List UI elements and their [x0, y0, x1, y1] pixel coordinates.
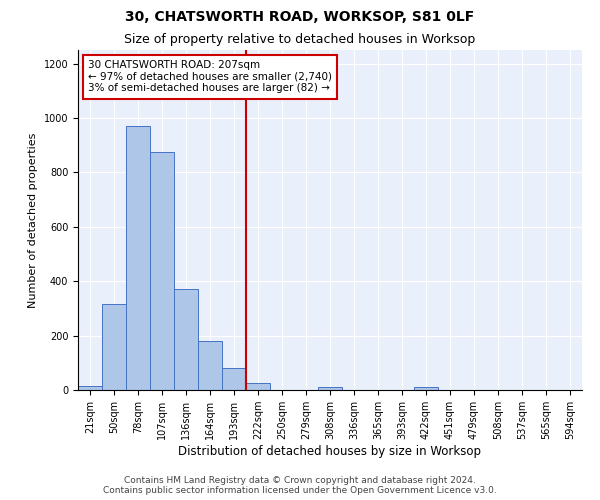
X-axis label: Distribution of detached houses by size in Worksop: Distribution of detached houses by size …: [179, 445, 482, 458]
Text: 30 CHATSWORTH ROAD: 207sqm
← 97% of detached houses are smaller (2,740)
3% of se: 30 CHATSWORTH ROAD: 207sqm ← 97% of deta…: [88, 60, 332, 94]
Bar: [318, 386, 342, 390]
Bar: [150, 152, 174, 390]
Bar: [222, 368, 246, 390]
Bar: [246, 383, 270, 390]
Bar: [126, 126, 150, 390]
Text: 30, CHATSWORTH ROAD, WORKSOP, S81 0LF: 30, CHATSWORTH ROAD, WORKSOP, S81 0LF: [125, 10, 475, 24]
Bar: [174, 290, 198, 390]
Text: Size of property relative to detached houses in Worksop: Size of property relative to detached ho…: [124, 32, 476, 46]
Bar: [198, 341, 222, 390]
Bar: [102, 304, 126, 390]
Bar: [78, 386, 102, 390]
Bar: [414, 386, 438, 390]
Y-axis label: Number of detached properties: Number of detached properties: [28, 132, 38, 308]
Text: Contains HM Land Registry data © Crown copyright and database right 2024.
Contai: Contains HM Land Registry data © Crown c…: [103, 476, 497, 495]
